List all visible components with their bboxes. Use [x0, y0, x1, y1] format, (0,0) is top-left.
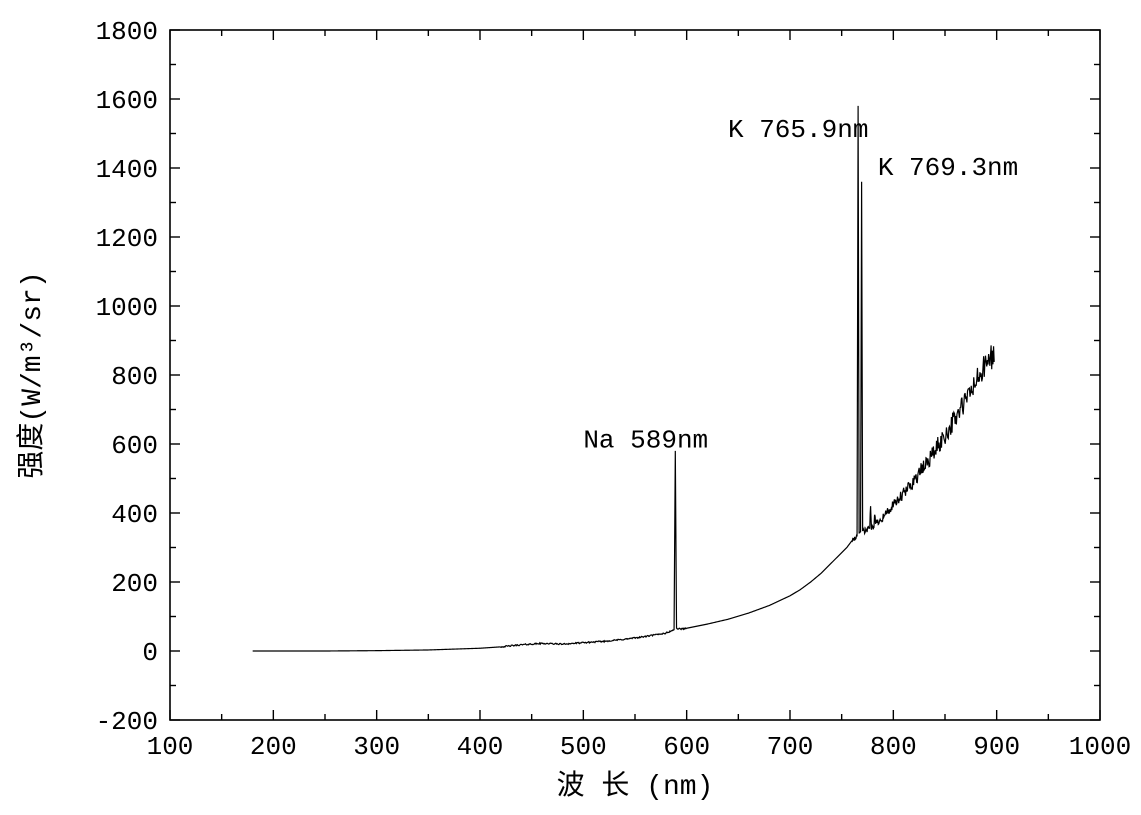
peak-annotation: K 769.3nm: [878, 153, 1018, 183]
x-tick-label: 200: [250, 732, 297, 762]
y-tick-label: 1200: [96, 224, 158, 254]
y-tick-label: 200: [111, 569, 158, 599]
x-tick-label: 1000: [1069, 732, 1131, 762]
y-tick-label: 1600: [96, 86, 158, 116]
x-tick-label: 700: [767, 732, 814, 762]
x-tick-label: 800: [870, 732, 917, 762]
plot-frame: [170, 30, 1100, 720]
spectrum-chart: 1002003004005006007008009001000-20002004…: [0, 0, 1141, 815]
x-tick-label: 300: [353, 732, 400, 762]
x-tick-label: 500: [560, 732, 607, 762]
y-tick-label: -200: [96, 707, 158, 737]
y-tick-label: 600: [111, 431, 158, 461]
y-tick-label: 1000: [96, 293, 158, 323]
spectrum-line: [253, 106, 995, 651]
peak-annotation: Na 589nm: [583, 425, 708, 455]
y-tick-label: 0: [142, 638, 158, 668]
x-tick-label: 400: [457, 732, 504, 762]
y-axis-label: 强度(W/m³/sr): [15, 271, 49, 478]
peak-annotation: K 765.9nm: [728, 115, 868, 145]
x-tick-label: 900: [973, 732, 1020, 762]
y-tick-label: 1400: [96, 155, 158, 185]
x-tick-label: 600: [663, 732, 710, 762]
y-tick-label: 1800: [96, 17, 158, 47]
x-axis-label: 波 长 (nm): [557, 769, 714, 803]
y-tick-label: 800: [111, 362, 158, 392]
y-tick-label: 400: [111, 500, 158, 530]
chart-svg: 1002003004005006007008009001000-20002004…: [0, 0, 1141, 815]
